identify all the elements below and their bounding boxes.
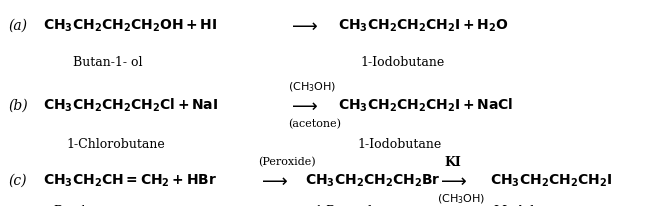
Text: 1-Chlorobutane: 1-Chlorobutane (66, 138, 165, 151)
Text: 1-Iodobutane: 1-Iodobutane (357, 138, 442, 151)
Text: $\mathbf{CH_3CH_2CH=CH_2 + HBr}$: $\mathbf{CH_3CH_2CH=CH_2 + HBr}$ (43, 172, 217, 188)
Text: $(\mathrm{CH_3OH})$: $(\mathrm{CH_3OH})$ (288, 80, 336, 93)
Text: (Peroxide): (Peroxide) (258, 157, 316, 167)
Text: (c): (c) (8, 173, 26, 187)
Text: $\mathbf{CH_3CH_2CH_2CH_2I}$: $\mathbf{CH_3CH_2CH_2CH_2I}$ (490, 172, 612, 188)
Text: $\mathbf{CH_3CH_2CH_2CH_2OH + HI}$: $\mathbf{CH_3CH_2CH_2CH_2OH + HI}$ (43, 18, 217, 34)
Text: (a): (a) (8, 19, 27, 33)
Text: $\longrightarrow$: $\longrightarrow$ (288, 96, 318, 114)
Text: But-1-ene: But-1-ene (53, 204, 115, 206)
Text: $\mathbf{CH_3CH_2CH_2CH_2I + H_2O}$: $\mathbf{CH_3CH_2CH_2CH_2I + H_2O}$ (338, 18, 508, 34)
Text: $\longrightarrow$: $\longrightarrow$ (437, 171, 467, 189)
Text: KI: KI (445, 155, 461, 168)
Text: 1-Bromobutane: 1-Bromobutane (314, 204, 412, 206)
Text: Butan-1- ol: Butan-1- ol (73, 55, 142, 68)
Text: I-Iodobutane: I-Iodobutane (493, 204, 575, 206)
Text: $\mathbf{CH_3CH_2CH_2CH_2Cl + NaI}$: $\mathbf{CH_3CH_2CH_2CH_2Cl + NaI}$ (43, 96, 218, 114)
Text: $\longrightarrow$: $\longrightarrow$ (288, 17, 318, 35)
Text: 1-Iodobutane: 1-Iodobutane (361, 55, 445, 68)
Text: $\longrightarrow$: $\longrightarrow$ (258, 171, 289, 189)
Text: $\mathbf{CH_3CH_2CH_2CH_2Br}$: $\mathbf{CH_3CH_2CH_2CH_2Br}$ (305, 172, 440, 188)
Text: $(\mathrm{CH_3OH})$: $(\mathrm{CH_3OH})$ (437, 191, 485, 205)
Text: $\mathbf{CH_3CH_2CH_2CH_2I + NaCl}$: $\mathbf{CH_3CH_2CH_2CH_2I + NaCl}$ (338, 96, 513, 114)
Text: (acetone): (acetone) (288, 118, 341, 129)
Text: (b): (b) (8, 98, 28, 112)
